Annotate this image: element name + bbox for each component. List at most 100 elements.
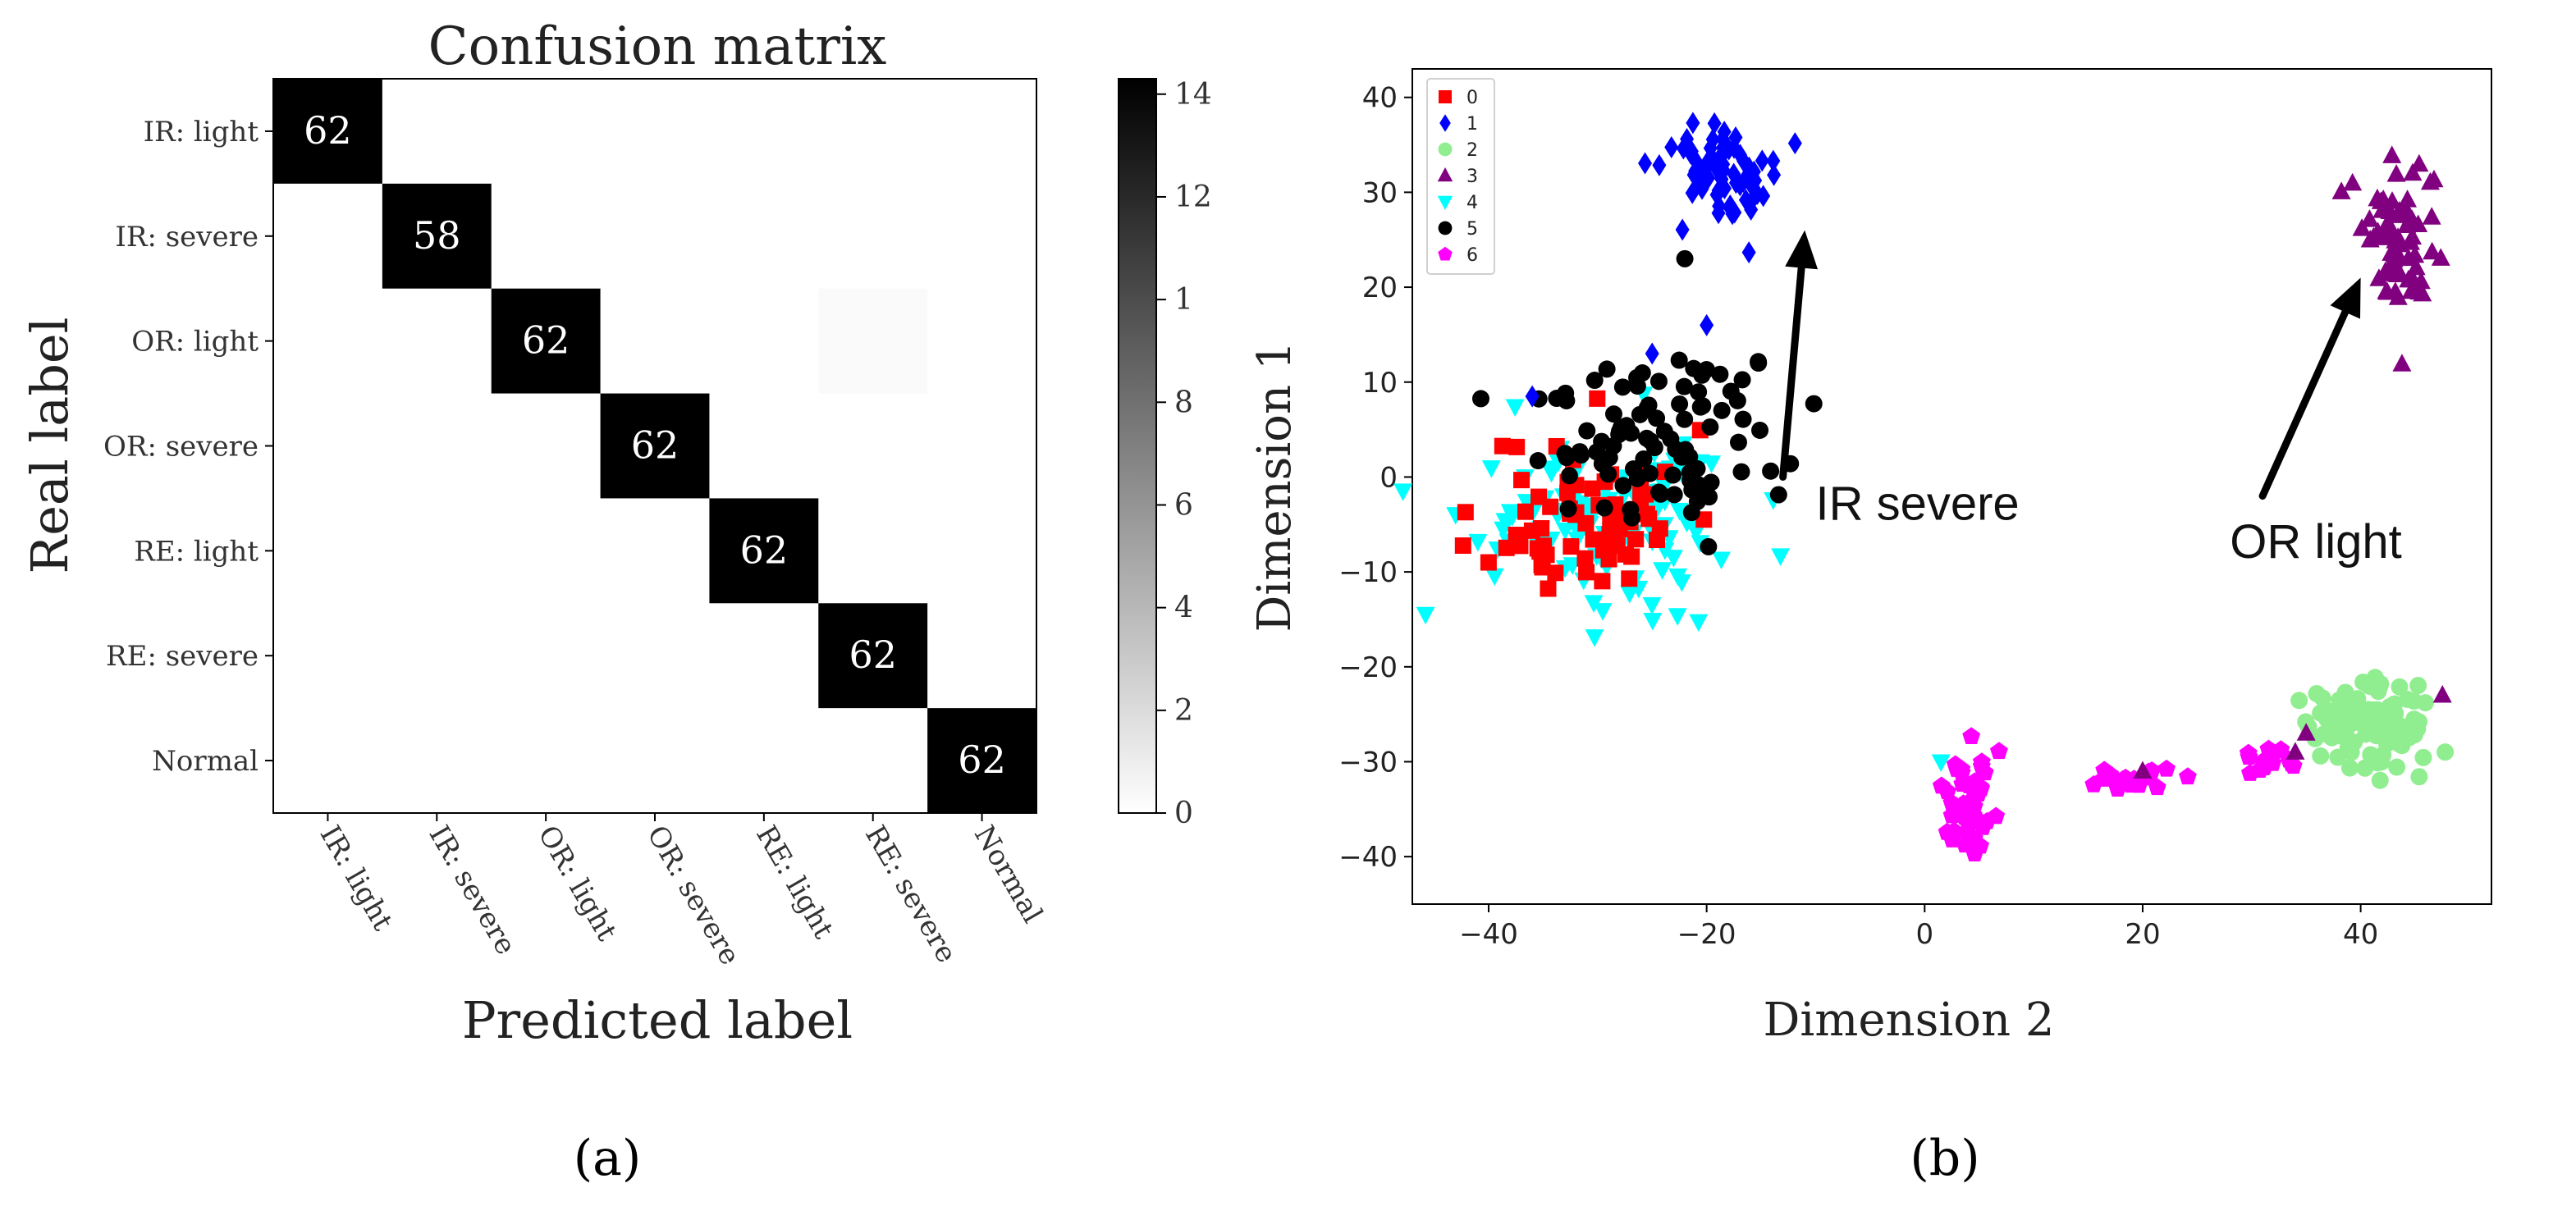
point-series-4 [1468, 533, 1488, 552]
point-series-0 [1494, 437, 1511, 455]
point-series-2 [2354, 674, 2372, 692]
point-series-2 [2290, 692, 2308, 710]
cm-col-label: RE: light [749, 820, 840, 945]
point-series-5 [1685, 359, 1703, 377]
scatter-x-tick-label: −40 [1459, 918, 1518, 951]
point-series-5 [1649, 372, 1668, 391]
scatter-y-tick-label: 20 [1362, 272, 1398, 304]
point-series-0 [1508, 438, 1526, 455]
panel-label-b: (b) [1910, 1130, 1979, 1187]
point-series-5 [1700, 488, 1718, 506]
scatter-y-tick-label: 40 [1362, 82, 1398, 115]
point-series-5 [1702, 473, 1720, 491]
point-series-4 [1541, 464, 1561, 483]
point-series-0 [1454, 537, 1471, 555]
cm-col-label: IR: light [313, 820, 400, 937]
point-series-5 [1559, 500, 1577, 518]
point-series-4 [1931, 754, 1951, 772]
colorbar-tick-label: 12 [1174, 180, 1212, 214]
point-series-2 [2340, 759, 2359, 777]
point-series-0 [1578, 564, 1595, 581]
point-series-6 [1962, 791, 1981, 809]
point-series-5 [1805, 395, 1823, 413]
point-series-4 [1620, 586, 1640, 604]
cm-cell [927, 288, 1037, 395]
point-series-6 [2178, 767, 2197, 785]
point-series-5 [1598, 360, 1616, 378]
point-series-1 [1766, 149, 1781, 172]
point-series-2 [2388, 758, 2406, 776]
cm-cell-value: 62 [958, 738, 1006, 782]
cm-row-label: Normal [152, 745, 259, 778]
point-series-6 [2101, 765, 2120, 783]
point-series-5 [1628, 377, 1646, 395]
point-series-3 [2388, 205, 2408, 223]
legend-label: 5 [1466, 219, 1478, 240]
point-series-1 [1525, 385, 1540, 408]
point-series-3 [2373, 190, 2393, 208]
scatter-annotations: IR severe OR light [1779, 230, 2402, 569]
point-series-6 [2157, 759, 2176, 777]
point-series-5 [1769, 486, 1787, 504]
cm-cell [709, 603, 819, 709]
point-series-5 [1578, 422, 1596, 440]
point-series-5 [1688, 459, 1706, 477]
series-2-points [2290, 669, 2455, 789]
series-3-points [2133, 145, 2452, 779]
cm-cell [382, 288, 492, 395]
point-series-1 [1767, 163, 1782, 186]
series-6-points [1932, 727, 2303, 862]
colorbar-tick-label: 0 [1174, 797, 1193, 830]
colorbar [1118, 78, 1157, 814]
cm-cell [600, 603, 710, 709]
point-series-5 [1614, 477, 1632, 495]
point-series-0 [1540, 580, 1557, 597]
point-series-2 [2338, 688, 2356, 706]
cm-cell-value: 58 [413, 213, 461, 258]
cm-cell [927, 708, 1037, 814]
point-series-1 [1686, 112, 1700, 135]
point-series-2 [2323, 729, 2341, 747]
cm-row-labels: IR: light IR: severe OR: light OR: severe RE… [103, 116, 273, 778]
point-series-0 [1547, 564, 1564, 582]
point-series-1 [1652, 153, 1667, 176]
legend-label: 2 [1466, 140, 1478, 161]
point-series-5 [1624, 460, 1642, 478]
point-series-0 [1517, 503, 1535, 520]
colorbar-ticks: 0 2 4 6 8 1 12 14 [1156, 78, 1212, 830]
point-series-5 [1613, 378, 1631, 396]
point-series-5 [1662, 430, 1680, 448]
cm-cell-value: 62 [522, 318, 570, 363]
point-series-3 [2378, 212, 2398, 231]
point-series-1 [1756, 185, 1771, 208]
point-series-3 [2422, 207, 2441, 225]
point-series-6 [1975, 763, 1994, 781]
point-series-0 [1538, 546, 1555, 564]
point-series-5 [1700, 537, 1718, 555]
point-series-4 [1505, 399, 1525, 417]
point-series-1 [1741, 241, 1756, 264]
point-series-5 [1729, 433, 1747, 451]
cm-cell [709, 393, 819, 499]
cm-cell-labels: 62 58 62 62 62 62 62 [304, 108, 1006, 782]
scatter-legend: 0 1 2 3 4 5 6 [1426, 78, 1495, 275]
scatter-x-tick-label: −20 [1677, 918, 1736, 951]
point-series-5 [1571, 443, 1589, 461]
legend-label: 1 [1466, 114, 1478, 135]
cm-cell-value: 62 [740, 528, 789, 572]
point-series-4 [1672, 574, 1691, 592]
cm-row-label: RE: light [134, 535, 259, 568]
point-series-4 [1494, 521, 1513, 540]
cm-cell [600, 498, 710, 604]
point-series-4 [1593, 603, 1613, 621]
point-series-6 [2264, 743, 2283, 761]
point-series-5 [1690, 383, 1708, 401]
series-1-points [1525, 112, 1802, 408]
legend-marker-2 [1438, 142, 1453, 157]
point-series-1 [1740, 165, 1755, 188]
point-series-4 [1555, 522, 1575, 541]
cm-cell [600, 79, 710, 185]
cm-col-label: IR: severe [422, 820, 522, 961]
